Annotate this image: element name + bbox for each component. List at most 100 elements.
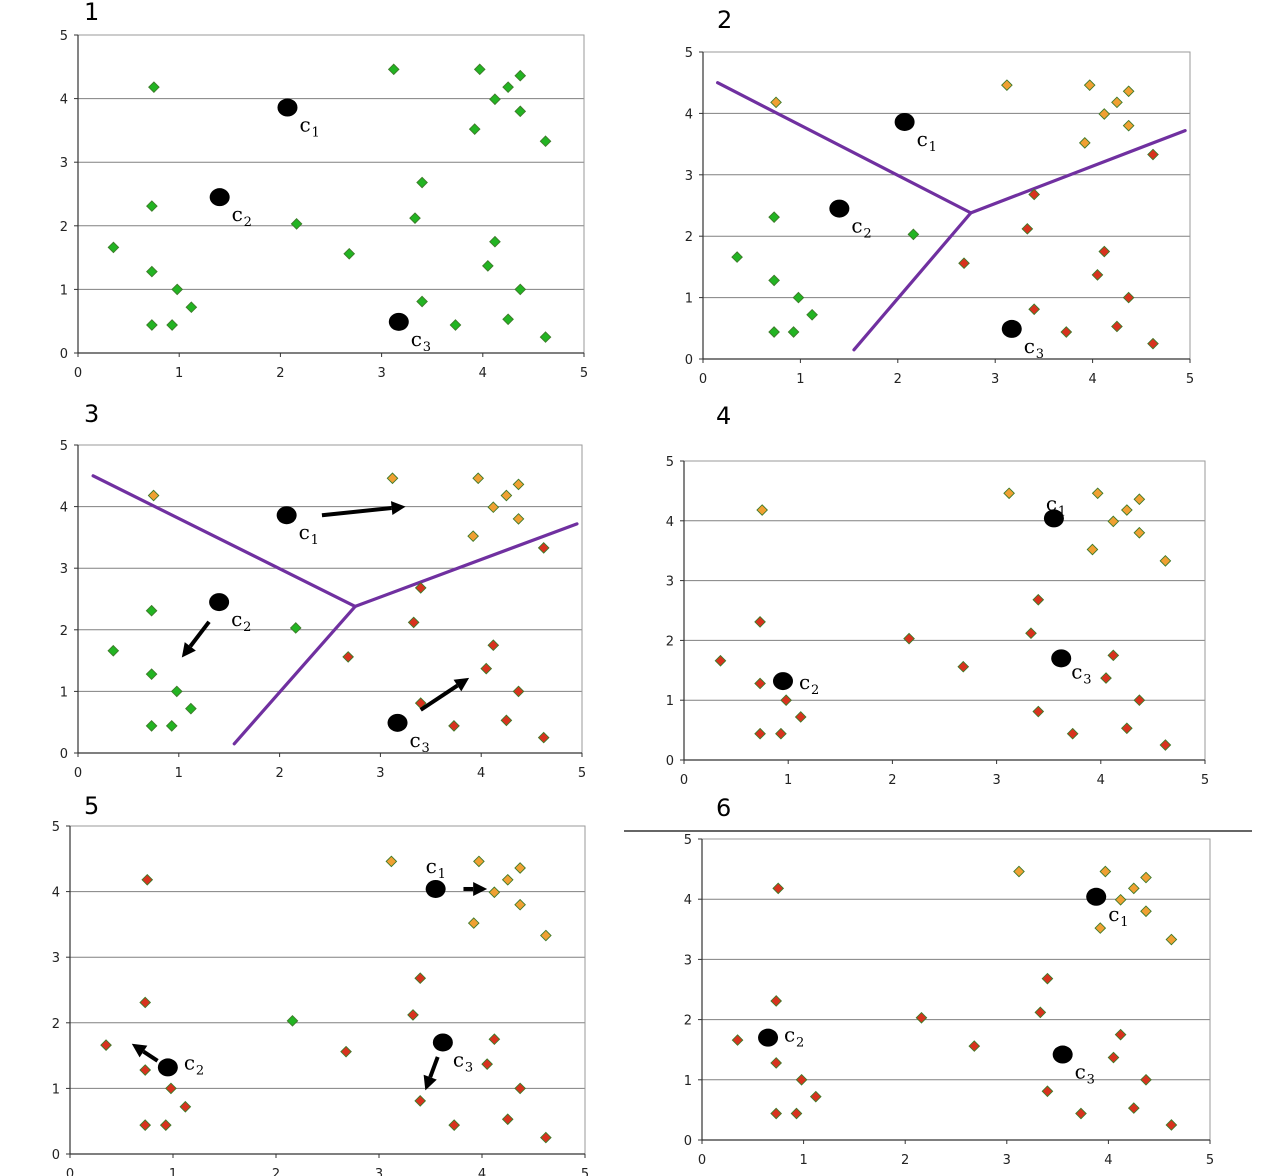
boundary-line [353,522,579,608]
x-tick-label: 1 [169,1167,177,1176]
y-tick-label: 1 [60,685,68,700]
x-tick-label: 1 [175,366,183,381]
centroid-label: c [453,1047,464,1071]
data-point [968,1040,981,1052]
data-point [1094,922,1107,934]
boundary-line [232,604,357,746]
x-tick-label: 5 [1206,1153,1214,1168]
centroid-label-subscript: 1 [438,867,446,882]
data-point [806,308,818,321]
x-tick-label: 0 [74,766,82,781]
data-point [1001,79,1013,91]
data-point [414,1095,427,1107]
x-tick-label: 2 [894,372,902,387]
x-tick-label: 2 [888,773,896,788]
data-point [1034,1006,1047,1019]
data-point [386,472,399,485]
data-point [488,886,501,899]
data-point [407,1009,419,1021]
data-point [958,257,970,270]
data-point [1032,705,1045,718]
y-tick-label: 2 [666,634,674,649]
y-tick-label: 2 [684,1014,692,1029]
data-point [139,996,152,1009]
y-tick-label: 3 [60,156,68,171]
data-point [1140,1073,1152,1086]
centroid-label: c [1024,334,1035,358]
x-tick-label: 3 [377,366,385,381]
x-tick-label: 5 [581,1167,589,1176]
data-point [488,1033,501,1046]
data-point [1140,905,1152,918]
data-point [1133,493,1146,506]
data-point [165,720,178,732]
data-point [1147,148,1159,161]
move-arrow [419,683,459,712]
data-point [185,301,198,314]
centroid-label: c [426,854,437,878]
data-point [1083,79,1096,91]
data-point [290,218,303,230]
data-point [107,644,120,657]
data-point [1028,188,1040,201]
x-tick-label: 1 [799,1153,807,1168]
arrow-head [473,881,488,896]
data-point [780,694,792,707]
data-point [1041,972,1054,985]
data-point [472,472,485,485]
data-point [1091,487,1104,500]
data-point [537,542,550,554]
data-point [1159,555,1172,567]
centroid-marker [772,672,793,691]
arrow-head [181,642,196,658]
data-point [473,855,485,868]
data-point [1066,727,1079,740]
x-tick-label: 1 [175,766,183,781]
x-tick-label: 1 [796,372,804,387]
centroid-label: c [1108,902,1119,926]
centroid-label-subscript: 1 [1120,915,1128,930]
data-point [903,632,915,645]
y-tick-label: 2 [60,220,68,235]
arrow-head [453,677,470,692]
data-point [768,274,780,287]
panel-label: 5 [84,792,99,820]
centroid-label-subscript: 2 [863,227,871,242]
centroid-label-subscript: 2 [796,1036,804,1051]
data-point [1165,933,1178,946]
arrow-head [423,1074,437,1091]
x-tick-label: 3 [1003,1153,1011,1168]
move-arrow [428,1056,440,1078]
data-point [139,1119,152,1131]
data-point [809,1090,822,1103]
data-point [170,685,183,698]
x-tick-label: 3 [991,372,999,387]
x-tick-label: 4 [479,366,487,381]
data-point [1013,865,1025,878]
data-point [448,1119,461,1131]
data-point [1107,1051,1120,1064]
boundary-line [716,81,973,215]
move-arrow [321,506,392,518]
data-point [514,1082,526,1095]
data-point [512,685,525,698]
centroid-label-subscript: 1 [311,533,319,548]
data-point [1147,337,1159,350]
x-tick-label: 1 [784,773,792,788]
centroid-marker [758,1028,779,1047]
y-tick-label: 2 [60,624,68,639]
data-point [1114,893,1127,906]
y-tick-label: 3 [666,575,674,590]
data-point [537,731,550,744]
data-point [1107,649,1120,662]
data-point [775,727,787,740]
data-point [481,1058,493,1070]
y-tick-label: 0 [684,1134,692,1149]
data-point [387,63,400,76]
y-tick-label: 5 [60,29,68,44]
data-point [467,917,480,929]
centroid-marker [276,506,297,525]
data-point [1114,1028,1127,1041]
